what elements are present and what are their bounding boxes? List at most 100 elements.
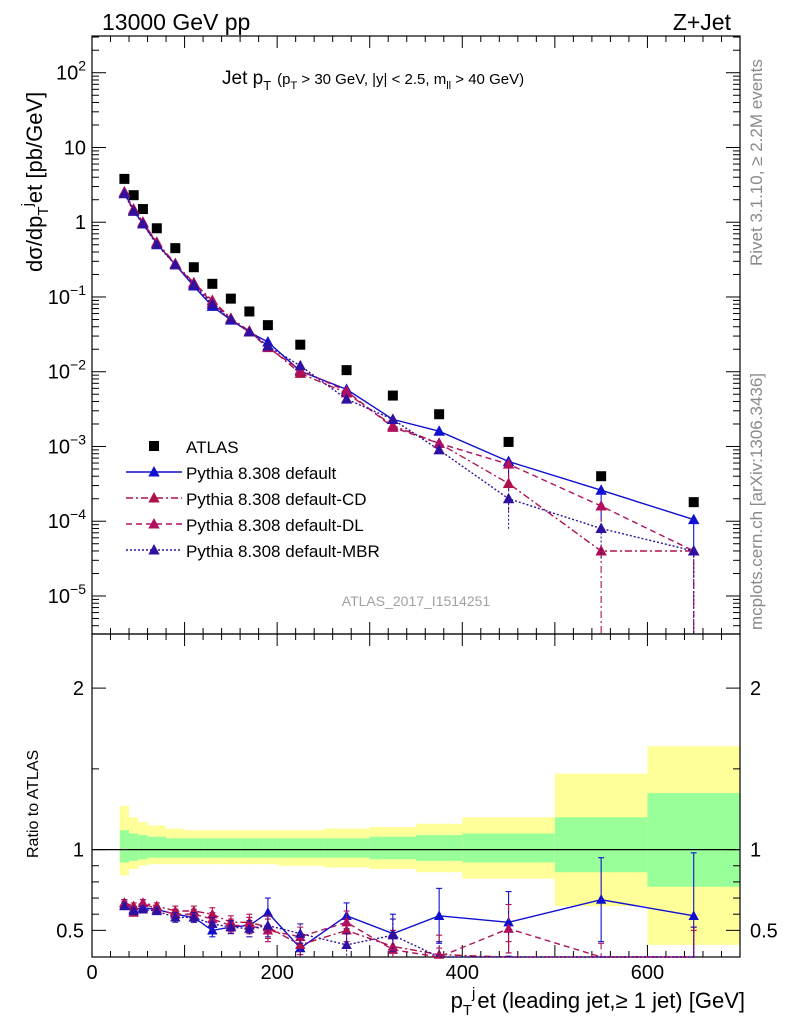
atlas-data-point: [262, 320, 273, 331]
pythia-8-308-default-mbr-ratio-point: [119, 900, 130, 911]
legend-pythia-8-308-default-dl-marker: [148, 518, 160, 529]
pythia-8-308-default-dl-ratio-point: [262, 924, 274, 935]
main-y-tick-label: 10−2: [48, 357, 86, 384]
atlas-data-point: [341, 365, 352, 376]
atlas-data-point: [207, 278, 218, 289]
pythia-8-308-default-mbr-ratio-point: [387, 929, 399, 940]
pythia-8-308-default-mbr-point: [206, 298, 219, 309]
pythia-8-308-default-dl-line: [123, 192, 695, 552]
main-y-tick-label: 10−5: [48, 581, 86, 608]
ratio-y-tick-label-right: 2: [750, 678, 761, 700]
pythia-8-308-default-dl-ratio-point: [137, 897, 149, 908]
title-main-sub: T: [263, 78, 271, 93]
ratio-frame-border: [91, 633, 741, 958]
pythia-8-308-default-mbr-point: [688, 544, 700, 556]
main-y-tick-label: 10: [64, 137, 86, 159]
atlas-data-point: [387, 390, 398, 401]
xlabel-base: p: [451, 988, 463, 1013]
ratio-band-green-bin: [258, 838, 278, 858]
pythia-8-308-default-dl-point: [340, 385, 353, 396]
pythia-8-308-default-ratio-point: [688, 910, 699, 920]
analysis-watermark: ATLAS_2017_I1514251: [342, 593, 491, 609]
pythia-8-308-default-mbr-point: [118, 187, 131, 199]
pythia-8-308-default-dl-ratio-point: [341, 916, 352, 927]
ratio-y-tick-label: 2: [73, 678, 84, 700]
atlas-data-point: [295, 339, 306, 350]
main-y-tick-label: 10−1: [48, 282, 86, 309]
ratio-band-green-bin: [462, 833, 555, 863]
pythia-8-308-default-mbr-point: [127, 205, 140, 216]
ratio-band-green-bin: [369, 836, 416, 860]
pythia-8-308-default-dl-point: [502, 458, 515, 469]
atlas-data-point: [434, 409, 445, 420]
ratio-band-green-bin: [240, 838, 259, 858]
atlas-data-point: [128, 190, 139, 201]
title-cut-1-sub: T: [291, 80, 298, 92]
atlas-data-point: [503, 436, 514, 447]
ratio-band-green-bin: [166, 838, 185, 858]
legend-pythia-8-308-default-mbr-marker: [148, 544, 160, 555]
x-tick-label: 200: [260, 962, 293, 984]
pythia-8-308-default-dl-point: [433, 437, 445, 448]
ratio-band-green-bin: [221, 838, 241, 858]
xlabel-sub: T: [463, 1002, 472, 1019]
pythia-8-308-default-dl-point: [387, 421, 399, 432]
ratio-band-green-bin: [203, 838, 222, 858]
ratio-y-tick-label: 1: [73, 840, 84, 862]
x-tick-label: 600: [631, 962, 664, 984]
pythia-8-308-default-point: [688, 513, 700, 525]
title-cut-1: (p: [277, 71, 290, 88]
header-beam-label: 13000 GeV pp: [102, 9, 250, 35]
pythia-8-308-default-mbr-point: [137, 217, 149, 229]
ratio-y-tick-label-right: 0.5: [750, 920, 778, 942]
atlas-data-point: [596, 471, 607, 482]
side-text-rivet: Rivet 3.1.10, ≥ 2.2M events: [747, 59, 766, 266]
legend-pythia-8-308-default-marker: [148, 466, 160, 477]
pythia-8-308-default-mbr-point: [595, 522, 607, 533]
pythia-8-308-default-point: [433, 425, 445, 436]
main-panel: 102 10 1 10−1 10−2 10−3 10−4 10−5: [48, 35, 741, 635]
pythia-8-308-default-mbr-point: [243, 326, 256, 337]
ylabel-tail: et [pb/GeV]: [22, 92, 47, 203]
main-panel-series: [118, 173, 700, 634]
legend-atlas-label: ATLAS: [186, 438, 239, 457]
x-tick-label: 0: [86, 962, 97, 984]
pythia-8-308-default-mbr-ratio-point: [151, 905, 163, 916]
main-y-tick-label: 10−3: [48, 431, 86, 458]
title-main: Jet p: [222, 68, 263, 89]
ratio-panel: 2 21 10.5 0.50 200 400 600: [56, 633, 778, 984]
main-y-tick-label: 1: [75, 212, 86, 234]
pythia-8-308-default-ratio-point: [503, 916, 514, 927]
pythia-8-308-default-mbr-ratio-point: [128, 905, 139, 916]
pythia-8-308-default-dl-point: [595, 499, 607, 511]
legend-pythia-8-308-default-mbr-label: Pythia 8.308 default-MBR: [186, 542, 380, 561]
pythia-8-308-default-dl-ratio-point: [503, 923, 514, 933]
legend-pythia-8-308-default-label: Pythia 8.308 default: [186, 464, 337, 483]
ratio-uncertainty-bands: [119, 746, 740, 945]
atlas-data-point: [188, 262, 199, 273]
ratio-y-tick-label: 0.5: [56, 920, 84, 942]
ylabel-sup: j: [19, 203, 36, 207]
legend-pythia-8-308-default-cd-label: Pythia 8.308 default-CD: [186, 490, 367, 509]
pythia-8-308-default-mbr-point: [262, 340, 274, 351]
atlas-data-point: [225, 293, 236, 304]
pythia-8-308-default-mbr-point: [387, 413, 399, 424]
pythia-8-308-default-mbr-point: [188, 278, 200, 290]
ratio-y-axis-label: Ratio to ATLAS: [25, 750, 42, 858]
pythia-8-308-default-mbr-point: [225, 313, 237, 324]
side-text-mcplots: mcplots.cern.ch [arXiv:1306.3436]: [747, 373, 766, 630]
ratio-y-tick-label-right: 1: [750, 840, 761, 862]
header-process-label: Z+Jet: [673, 9, 732, 35]
pythia-8-308-default-ratio-point: [433, 910, 445, 920]
ratio-band-green-bin: [184, 838, 204, 858]
pythia-8-308-default-mbr-ratio-point: [188, 911, 200, 922]
title-cut-2: > 30 GeV, |y| < 2.5, m: [297, 71, 446, 88]
pythia-8-308-default-mbr-point: [340, 393, 353, 404]
pythia-8-308-default-mbr-point: [433, 443, 445, 455]
xlabel-sup: j: [471, 985, 475, 1002]
pythia-8-308-default-cd-ratio-point: [341, 924, 352, 935]
xlabel-tail: et (leading jet,≥ 1 jet) [GeV]: [477, 988, 745, 1013]
legend: ATLAS Pythia 8.308 default Pythia 8.308 de…: [126, 438, 380, 561]
ratio-band-green-bin: [416, 835, 463, 861]
pythia-8-308-default-mbr-ratio-point: [170, 911, 181, 922]
